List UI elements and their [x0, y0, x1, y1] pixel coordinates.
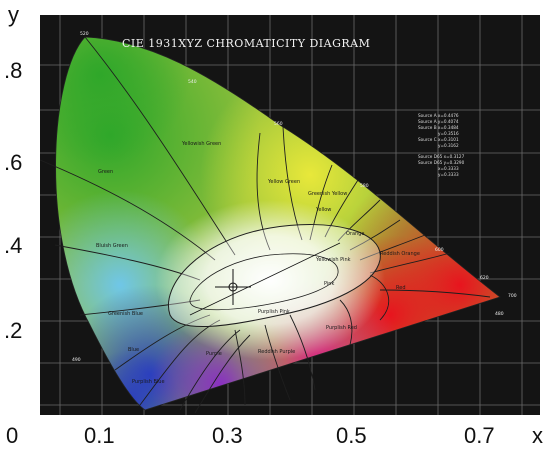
wavelength-label-480: 480	[495, 311, 504, 317]
region-label-red: Red	[396, 285, 406, 291]
diagram-title: CIE 1931XYZ CHROMATICITY DIAGRAM	[122, 37, 370, 50]
wavelength-label-540: 540	[188, 79, 197, 85]
wavelength-label-520: 520	[80, 31, 89, 37]
region-label-yellow: Yellow	[315, 207, 331, 213]
info-line-2: Source B x=0.3484	[418, 125, 459, 130]
region-label-yellowish-pink: Yellowish Pink	[315, 257, 351, 263]
info-line-4: Source C x=0.3101	[418, 137, 459, 142]
wavelength-label-620: 620	[480, 275, 489, 281]
region-label-pink: Pink	[324, 281, 334, 287]
x-tick-0.3: 0.3	[212, 423, 243, 448]
x-tick-0.5: 0.5	[336, 423, 367, 448]
x-tick-0.1: 0.1	[84, 423, 115, 448]
info-line-7: Source D65 y=0.3290	[418, 160, 465, 165]
y-tick-0.4: .4	[4, 233, 23, 258]
region-label-reddish-purple: Reddish Purple	[258, 349, 295, 355]
blackbody-locus	[189, 242, 341, 316]
wavelength-label-580: 580	[360, 183, 369, 189]
region-label-purplish-blue: Purplish Blue	[132, 379, 165, 385]
region-label-purple: Purple	[206, 351, 222, 357]
region-label-green: Green	[98, 169, 113, 175]
x-tick-0: 0	[6, 423, 19, 448]
inner-white-region	[189, 253, 339, 311]
wavelength-label-490: 490	[72, 357, 81, 363]
spectral-locus-outline	[55, 36, 501, 411]
region-label-greenish-yellow: Greenish Yellow	[308, 191, 347, 197]
y-tick-0.2: .2	[4, 318, 23, 343]
y-tick-0.6: .6	[4, 150, 23, 175]
white-point-cross-icon	[215, 269, 251, 305]
region-label-bluish-green: Bluish Green	[96, 243, 128, 249]
region-label-greenish-blue: Greenish Blue	[108, 311, 143, 317]
info-line-5: y=0.3162	[438, 143, 459, 148]
info-line-1: Source A y=0.4074	[418, 119, 459, 124]
white-point-region	[168, 224, 381, 328]
chromaticity-diagram: CIE 1931XYZ CHROMATICITY DIAGRAM 520 540…	[40, 15, 540, 415]
info-line-6: Source D65 x=0.3127	[418, 154, 465, 159]
info-line-0: Source A x=0.4476	[418, 113, 459, 118]
region-label-orange: Orange	[346, 231, 364, 237]
region-label-purplish-pink: Purplish Pink	[258, 309, 290, 315]
wavelength-label-560: 560	[274, 121, 283, 127]
region-label-reddish-orange: Reddish Orange	[380, 251, 420, 257]
x-axis-label: x	[532, 423, 543, 448]
info-line-9: y=0.3333	[438, 172, 459, 177]
info-line-3: y=0.3516	[438, 131, 459, 136]
y-tick-0.8: .8	[4, 58, 23, 83]
info-line-8: x=0.3333	[438, 166, 459, 171]
y-axis-label: y	[8, 2, 19, 27]
info-block: Source A x=0.4476 Source A y=0.4074 Sour…	[418, 113, 465, 177]
region-label-yellow-green: Yellow Green	[267, 179, 300, 185]
region-label-purplish-red: Purplish Red	[326, 325, 357, 331]
x-tick-0.7: 0.7	[464, 423, 495, 448]
wavelength-label-700: 700	[508, 293, 517, 299]
wavelength-label-600: 600	[435, 247, 444, 253]
region-label-yellowish-green: Yellowish Green	[181, 141, 221, 147]
region-label-blue: Blue	[128, 347, 139, 353]
